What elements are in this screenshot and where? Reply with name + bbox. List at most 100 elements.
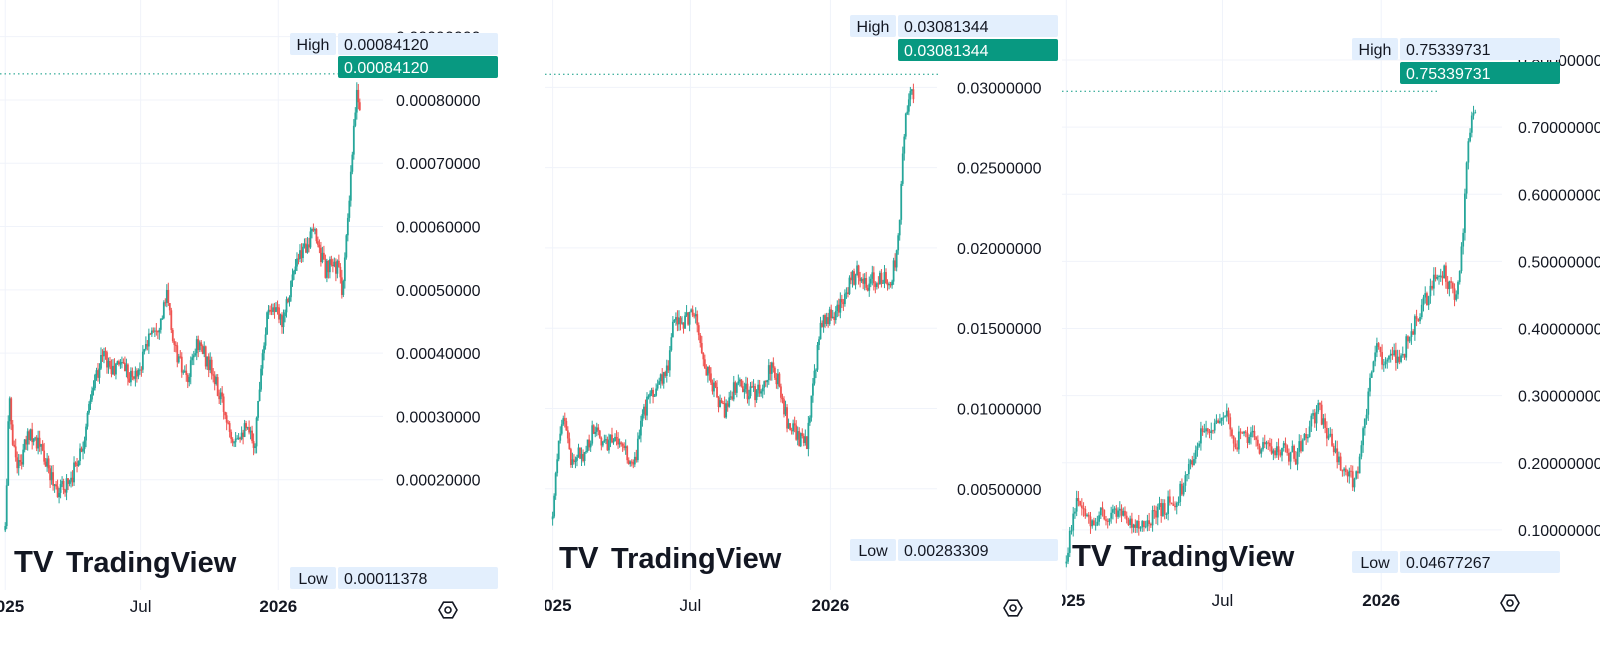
candle <box>589 443 592 448</box>
candle <box>1296 451 1299 465</box>
candle <box>895 250 898 268</box>
gear-icon[interactable] <box>1003 599 1023 617</box>
candle <box>1432 274 1435 289</box>
candle <box>1130 518 1133 528</box>
candle <box>777 373 779 385</box>
candle <box>29 429 32 441</box>
candlestick-chart[interactable]: TV TradingView 0.000900000.000800000.000… <box>0 0 503 649</box>
candle <box>723 403 726 418</box>
candle <box>246 427 249 429</box>
candle <box>59 484 62 493</box>
candle <box>1367 391 1370 415</box>
candle <box>1298 441 1301 452</box>
candle <box>885 272 887 284</box>
candle <box>879 272 881 285</box>
candle <box>888 283 890 286</box>
candle <box>1394 350 1397 363</box>
candle <box>836 304 839 311</box>
candle <box>20 462 23 465</box>
candle <box>653 395 656 397</box>
candle <box>790 430 793 432</box>
candle <box>73 462 75 483</box>
candle <box>233 442 236 444</box>
candle <box>1372 361 1375 372</box>
chart-panel-2[interactable]: TV TradingView 0.03000000 0.02500000 0.020… <box>545 0 1060 649</box>
high-marker-label-bg <box>1352 38 1398 60</box>
high-marker-value-bg <box>1400 38 1560 60</box>
candle <box>85 426 87 441</box>
candle <box>98 368 101 378</box>
chart-panel-1[interactable]: TV TradingView 0.000900000.000800000.000… <box>0 0 503 649</box>
candle <box>1272 450 1275 454</box>
candle <box>40 444 43 447</box>
candle <box>646 396 648 416</box>
chart-panel-3[interactable]: TV TradingView 0.80000000 0.70000000 0.600… <box>1062 0 1600 649</box>
candle <box>1205 428 1207 432</box>
candle <box>325 260 328 278</box>
candle <box>1162 503 1164 516</box>
candle <box>874 283 877 287</box>
last-price-label: 0.03081344 <box>898 39 1058 61</box>
candle <box>343 257 346 282</box>
candle <box>1213 422 1216 431</box>
candle <box>706 366 709 376</box>
gear-icon[interactable] <box>1500 594 1520 612</box>
candle <box>1315 411 1318 424</box>
candle <box>50 472 53 481</box>
candle <box>1187 464 1190 475</box>
candle <box>1376 343 1378 353</box>
candle <box>556 459 559 474</box>
candle <box>1325 427 1328 439</box>
candle <box>125 364 128 372</box>
candle <box>1099 507 1102 516</box>
candle <box>1453 288 1456 300</box>
gear-icon[interactable] <box>438 601 458 619</box>
candle <box>900 183 903 220</box>
candle <box>127 364 129 379</box>
candle <box>735 383 738 393</box>
candle <box>225 415 228 423</box>
candle <box>231 439 234 443</box>
candle <box>1467 141 1470 163</box>
candle <box>1346 472 1349 477</box>
candle <box>210 359 213 375</box>
candle <box>662 372 665 384</box>
candle <box>580 454 583 459</box>
candle <box>760 391 763 394</box>
candle <box>164 302 167 304</box>
candle <box>815 369 817 371</box>
candle <box>218 395 221 400</box>
candle <box>135 370 138 377</box>
candle <box>716 386 718 398</box>
candle <box>1068 530 1071 553</box>
candle <box>331 264 334 267</box>
candle <box>34 437 37 439</box>
candlestick-chart[interactable]: TV TradingView 0.800000000.700000000.600… <box>1062 0 1600 649</box>
candle <box>643 406 645 415</box>
candle <box>1074 511 1076 514</box>
candle <box>17 460 20 469</box>
candle <box>1282 443 1285 449</box>
candle <box>10 398 13 425</box>
candle <box>711 382 714 392</box>
candle <box>147 333 150 347</box>
candle <box>68 480 71 484</box>
candle <box>124 362 126 372</box>
candle <box>824 315 827 324</box>
candle <box>1258 445 1261 454</box>
candle <box>1358 456 1361 474</box>
low-marker: Low 0.00011378 <box>290 567 498 589</box>
candle <box>1400 355 1402 362</box>
candle <box>260 368 262 390</box>
candle <box>155 330 158 332</box>
candlestick-chart[interactable]: TV TradingView 0.03000000 0.02500000 0.020… <box>545 0 1060 649</box>
candle <box>1158 503 1161 507</box>
candle <box>1094 524 1097 526</box>
candle <box>67 478 69 484</box>
candle <box>1305 433 1308 439</box>
candle <box>239 437 242 440</box>
high-marker-label: High <box>1359 42 1392 59</box>
candle <box>52 472 55 486</box>
last-price-label-value-bg <box>338 56 498 78</box>
candle <box>577 447 580 458</box>
